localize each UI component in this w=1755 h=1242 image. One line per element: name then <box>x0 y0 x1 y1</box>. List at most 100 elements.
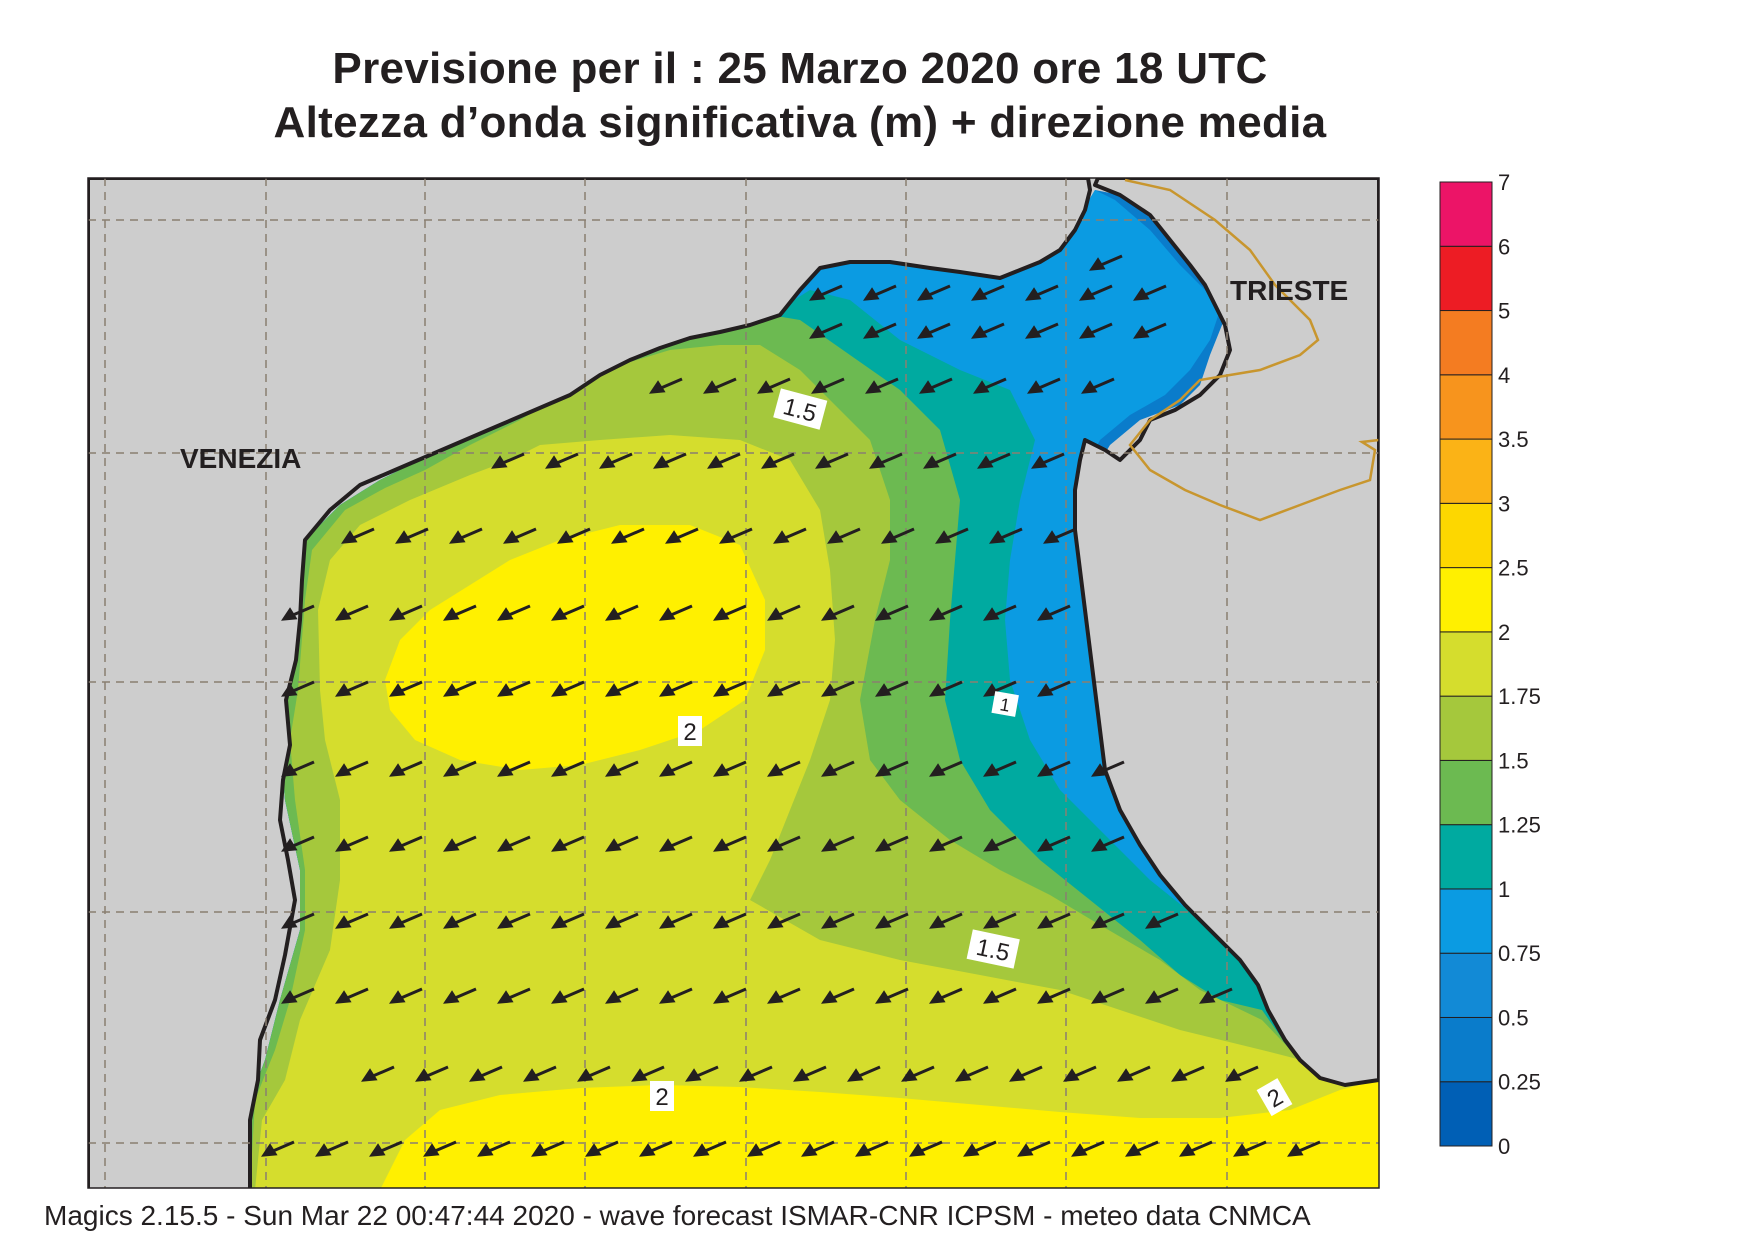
colorbar-tick-label: 3 <box>1498 491 1510 516</box>
wave-direction-arrowhead <box>639 1143 656 1157</box>
wave-direction-arrowhead <box>389 683 406 697</box>
wave-direction-arrowhead <box>443 683 460 697</box>
wave-direction-arrowhead <box>659 683 676 697</box>
wave-direction-arrowhead <box>653 455 670 469</box>
wave-direction-arrowhead <box>659 838 676 852</box>
wave-direction-arrowhead <box>1133 287 1150 301</box>
wave-direction-arrowhead <box>1081 380 1098 394</box>
wave-direction-arrowhead <box>929 683 946 697</box>
wave-direction-arrowhead <box>713 683 730 697</box>
wave-direction-arrowhead <box>919 380 936 394</box>
colorbar-tick-label: 0.5 <box>1498 1005 1529 1030</box>
wave-direction-arrowhead <box>1037 607 1054 621</box>
wave-direction-arrowhead <box>497 683 514 697</box>
wave-direction-arrowhead <box>935 530 952 544</box>
wave-direction-arrowhead <box>281 915 298 929</box>
wave-direction-arrowhead <box>977 455 994 469</box>
place-label-venezia: VENEZIA <box>180 443 301 474</box>
colorbar-tick-label: 1.75 <box>1498 684 1541 709</box>
colorbar-swatch <box>1439 438 1493 504</box>
wave-direction-arrowhead <box>551 763 568 777</box>
national-borders <box>1124 178 1379 522</box>
wave-direction-arrowhead <box>875 607 892 621</box>
wave-direction-arrowhead <box>389 763 406 777</box>
wave-direction-arrowhead <box>983 838 1000 852</box>
wave-direction-arrowhead <box>1063 1068 1080 1082</box>
wave-direction-arrowhead <box>917 325 934 339</box>
wave-direction-arrowhead <box>719 530 736 544</box>
wave-direction-arrowhead <box>443 838 460 852</box>
wave-direction-arrowhead <box>767 607 784 621</box>
wave-direction-arrowhead <box>335 683 352 697</box>
wave-direction-arrowhead <box>389 990 406 1004</box>
wave-direction-arrowhead <box>713 838 730 852</box>
wave-direction-arrowhead <box>497 915 514 929</box>
wave-direction-arrowhead <box>281 763 298 777</box>
colorbar-tick-label: 2 <box>1498 620 1510 645</box>
sea-band-2-south <box>381 1080 1379 1188</box>
wave-direction-arrowhead <box>605 763 622 777</box>
colorbar-swatch <box>1439 1016 1493 1083</box>
wave-direction-arrowhead <box>855 1143 872 1157</box>
colorbar-tick-label: 5 <box>1498 299 1510 324</box>
wave-direction-arrowhead <box>523 1068 540 1082</box>
wave-direction-arrowhead <box>497 838 514 852</box>
contour-labels: 1.5 2 1 1.5 2 2 <box>650 388 1293 1117</box>
wave-direction-arrowhead <box>577 1068 594 1082</box>
wave-direction-arrowhead <box>551 990 568 1004</box>
colorbar-swatch <box>1439 888 1493 954</box>
wave-direction-arrowhead <box>767 915 784 929</box>
colorbar-tick-label: 0.75 <box>1498 941 1541 966</box>
wave-direction-arrowhead <box>1117 1068 1134 1082</box>
wave-direction-arrowhead <box>983 607 1000 621</box>
wave-direction-arrowhead <box>611 530 628 544</box>
wave-direction-arrowhead <box>767 838 784 852</box>
wave-direction-arrowhead <box>389 838 406 852</box>
wave-direction-arrowhead <box>605 607 622 621</box>
wave-direction-arrowhead <box>739 1068 756 1082</box>
wave-direction-arrowhead <box>809 287 826 301</box>
wave-direction-arrowhead <box>659 915 676 929</box>
wave-direction-arrowhead <box>863 325 880 339</box>
colorbar-tick-label: 0 <box>1498 1134 1510 1159</box>
wave-direction-arrowhead <box>335 763 352 777</box>
map-frame <box>87 177 1380 1189</box>
wave-direction-arrowhead <box>929 915 946 929</box>
wave-direction-arrowhead <box>1125 1143 1142 1157</box>
wave-direction-arrowhead <box>443 763 460 777</box>
wave-direction-arrowhead <box>281 838 298 852</box>
wave-direction-arrowhead <box>341 530 358 544</box>
wave-direction-arrowhead <box>659 607 676 621</box>
wave-direction-arrowhead <box>1037 763 1054 777</box>
wave-direction-arrowhead <box>665 530 682 544</box>
wave-direction-arrowhead <box>1133 325 1150 339</box>
wave-direction-arrowhead <box>1043 530 1060 544</box>
contour-label-2-center: 2 <box>683 719 696 746</box>
colorbar-swatch <box>1439 759 1493 826</box>
wave-direction-arrowhead <box>1199 990 1216 1004</box>
colorbar-swatch <box>1439 374 1493 440</box>
wave-direction-arrowhead <box>875 683 892 697</box>
wave-direction-arrowhead <box>929 838 946 852</box>
wave-direction-arrowhead <box>497 990 514 1004</box>
wave-direction-arrowhead <box>1287 1143 1304 1157</box>
wave-direction-arrowhead <box>477 1143 494 1157</box>
wave-direction-arrows <box>261 254 1321 1157</box>
contour-label-2-south: 2 <box>655 1084 668 1111</box>
wave-direction-arrowhead <box>685 1068 702 1082</box>
colorbar-swatch <box>1439 824 1493 890</box>
wave-direction-arrowhead <box>917 287 934 301</box>
wave-direction-arrowhead <box>315 1143 332 1157</box>
wave-direction-arrowhead <box>281 607 298 621</box>
wave-direction-arrowhead <box>869 455 886 469</box>
wave-direction-arrowhead <box>261 1143 278 1157</box>
wave-direction-arrowhead <box>811 380 828 394</box>
wave-direction-arrowhead <box>847 1068 864 1082</box>
wave-direction-arrowhead <box>649 380 666 394</box>
wave-direction-arrowhead <box>335 915 352 929</box>
wave-direction-arrowhead <box>389 915 406 929</box>
wave-direction-arrowhead <box>497 763 514 777</box>
wave-direction-arrowhead <box>531 1143 548 1157</box>
colorbar-tick-label: 6 <box>1498 234 1510 259</box>
wave-direction-arrowhead <box>335 990 352 1004</box>
